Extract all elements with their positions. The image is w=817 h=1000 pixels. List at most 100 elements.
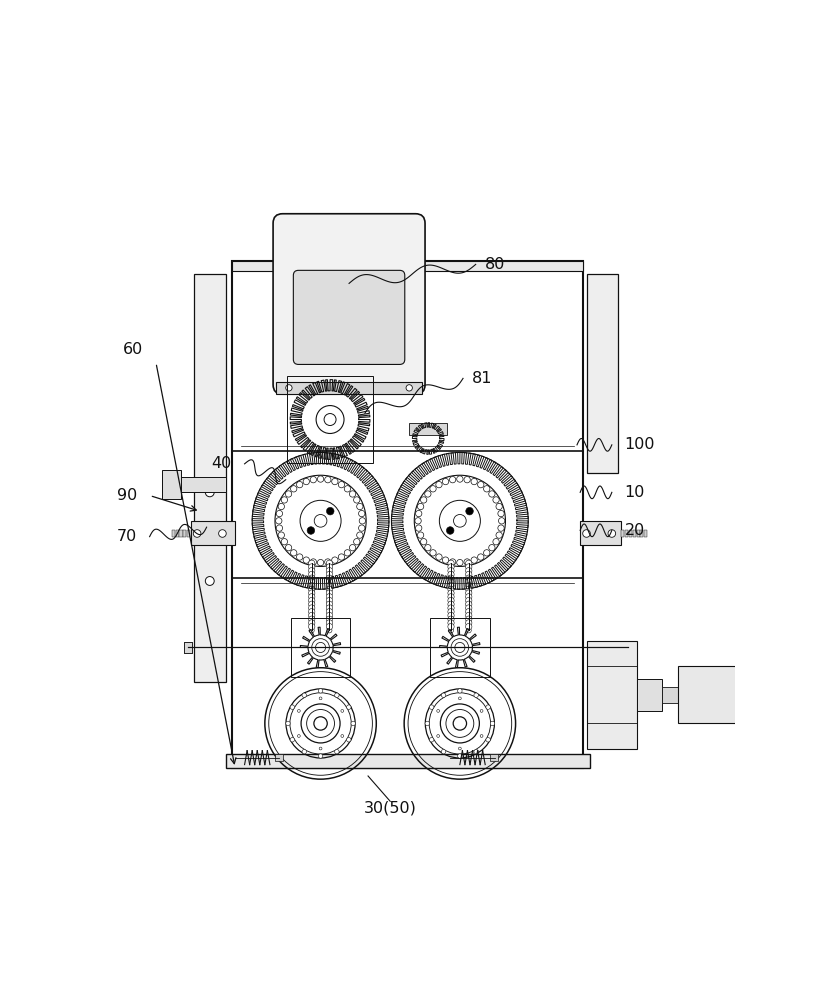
Circle shape xyxy=(449,559,456,565)
Circle shape xyxy=(466,620,472,626)
Circle shape xyxy=(297,710,301,712)
Circle shape xyxy=(448,601,454,607)
Circle shape xyxy=(309,614,315,619)
Circle shape xyxy=(474,749,479,754)
Circle shape xyxy=(430,486,436,492)
Circle shape xyxy=(326,571,333,578)
Circle shape xyxy=(286,721,290,726)
Circle shape xyxy=(466,597,472,604)
Circle shape xyxy=(448,612,454,619)
Circle shape xyxy=(309,582,315,589)
Circle shape xyxy=(449,477,456,483)
Circle shape xyxy=(437,735,440,737)
Circle shape xyxy=(435,554,442,560)
Circle shape xyxy=(486,705,490,709)
Circle shape xyxy=(466,575,472,581)
Circle shape xyxy=(498,525,504,531)
Circle shape xyxy=(489,545,495,551)
Circle shape xyxy=(302,693,306,697)
Circle shape xyxy=(448,560,454,566)
Circle shape xyxy=(310,477,316,483)
Circle shape xyxy=(327,614,332,619)
Circle shape xyxy=(327,561,332,566)
Bar xyxy=(637,679,663,711)
Circle shape xyxy=(466,616,472,622)
Circle shape xyxy=(464,477,471,483)
Circle shape xyxy=(309,594,315,600)
Circle shape xyxy=(286,385,292,391)
Circle shape xyxy=(466,594,472,600)
Bar xyxy=(632,530,636,537)
Circle shape xyxy=(326,568,333,574)
Circle shape xyxy=(416,525,422,531)
Circle shape xyxy=(319,689,323,693)
Circle shape xyxy=(205,488,214,497)
Text: 100: 100 xyxy=(624,437,655,452)
Circle shape xyxy=(478,554,484,560)
Circle shape xyxy=(332,557,338,563)
Circle shape xyxy=(437,710,440,712)
Circle shape xyxy=(317,559,324,566)
Circle shape xyxy=(302,749,306,754)
Circle shape xyxy=(441,749,446,754)
Bar xyxy=(232,261,583,271)
Circle shape xyxy=(446,527,454,534)
Circle shape xyxy=(448,594,454,600)
Circle shape xyxy=(332,478,338,485)
Circle shape xyxy=(290,738,295,742)
Circle shape xyxy=(205,577,214,585)
Circle shape xyxy=(319,754,323,758)
FancyBboxPatch shape xyxy=(273,214,425,394)
Circle shape xyxy=(351,721,355,726)
Circle shape xyxy=(309,561,315,566)
Bar xyxy=(163,477,225,492)
Circle shape xyxy=(315,514,327,527)
Bar xyxy=(287,376,373,463)
Circle shape xyxy=(448,590,454,596)
Bar xyxy=(580,521,622,545)
Circle shape xyxy=(309,601,315,607)
Circle shape xyxy=(480,710,483,712)
Circle shape xyxy=(466,507,473,515)
Circle shape xyxy=(309,609,315,615)
Circle shape xyxy=(466,590,472,596)
Circle shape xyxy=(458,754,462,758)
Circle shape xyxy=(484,550,490,556)
Circle shape xyxy=(285,491,292,497)
Circle shape xyxy=(417,532,424,538)
Circle shape xyxy=(309,620,315,626)
Circle shape xyxy=(448,582,454,589)
Circle shape xyxy=(448,568,454,574)
Circle shape xyxy=(317,476,324,482)
Circle shape xyxy=(324,559,331,565)
Circle shape xyxy=(357,532,363,538)
Circle shape xyxy=(309,601,315,606)
Circle shape xyxy=(327,628,332,633)
Circle shape xyxy=(466,582,472,589)
Circle shape xyxy=(326,594,333,600)
Circle shape xyxy=(467,628,471,633)
Circle shape xyxy=(471,478,477,485)
Circle shape xyxy=(443,557,449,563)
Circle shape xyxy=(489,491,495,497)
Circle shape xyxy=(290,705,295,709)
Bar xyxy=(190,521,235,545)
Circle shape xyxy=(307,527,315,534)
Bar xyxy=(678,666,748,723)
Circle shape xyxy=(608,530,616,537)
Circle shape xyxy=(359,518,365,524)
Circle shape xyxy=(448,597,454,604)
Circle shape xyxy=(466,609,472,615)
Circle shape xyxy=(467,574,471,579)
Circle shape xyxy=(341,735,344,737)
Circle shape xyxy=(421,497,426,503)
Circle shape xyxy=(430,705,434,709)
Circle shape xyxy=(417,503,424,510)
Circle shape xyxy=(496,503,502,510)
Circle shape xyxy=(457,559,463,566)
Circle shape xyxy=(309,568,315,574)
Circle shape xyxy=(449,561,453,566)
Circle shape xyxy=(309,628,315,633)
Circle shape xyxy=(583,530,591,537)
Circle shape xyxy=(326,616,333,622)
